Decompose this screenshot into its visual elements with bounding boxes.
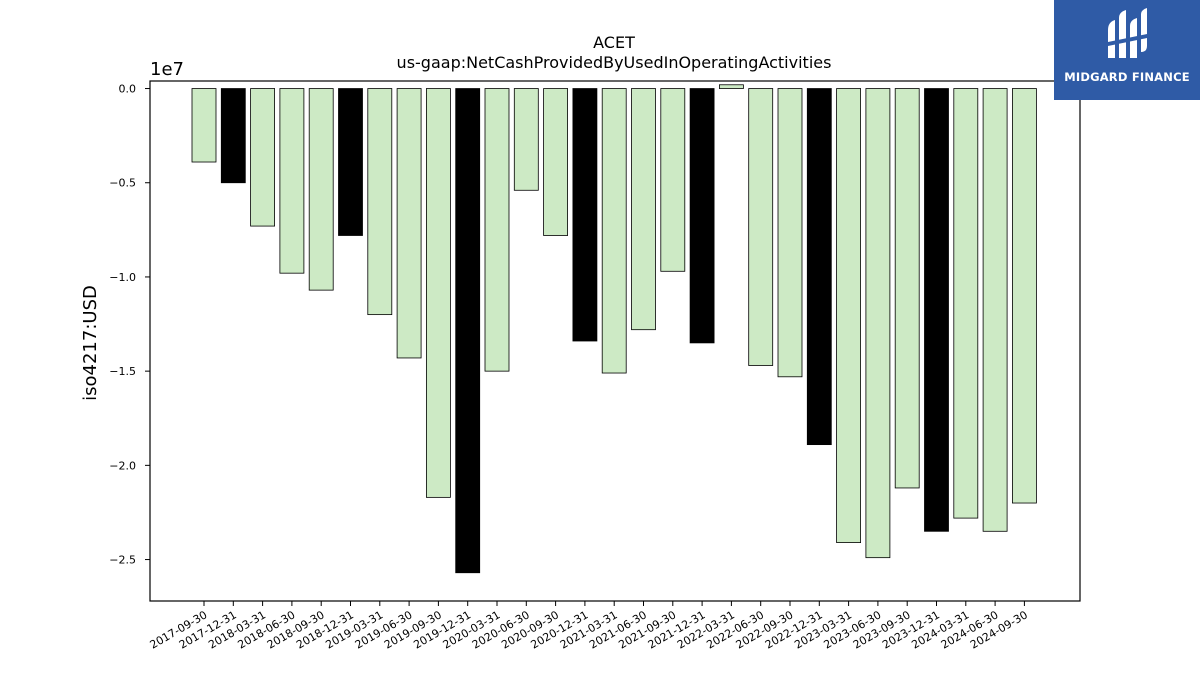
y-axis-label: iso4217:USD	[80, 285, 101, 401]
bar-2017-12-31	[220, 88, 246, 184]
chart-subtitle: us-gaap:NetCashProvidedByUsedInOperating…	[397, 53, 832, 72]
x-ticks-group: 2017-09-302017-12-312018-03-312018-06-30…	[148, 601, 1030, 652]
y-exponent-label: 1e7	[150, 59, 184, 80]
bar-2022-06-30	[748, 88, 774, 366]
bar-2019-06-30	[396, 88, 422, 359]
plot-frame	[149, 80, 1081, 602]
bar-2017-09-30	[191, 88, 217, 163]
midgard-logo-icon	[1108, 8, 1147, 58]
bar-2020-12-31	[572, 88, 598, 342]
bar-2019-03-31	[367, 88, 393, 316]
bar-2021-12-31	[689, 88, 715, 344]
bar-2022-03-31	[719, 84, 744, 89]
logo-text: MIDGARD FINANCE	[1064, 70, 1190, 84]
bar-2021-03-31	[601, 88, 627, 374]
bar-2023-12-31	[924, 88, 949, 532]
bar-2021-06-30	[631, 88, 656, 331]
chart-title: ACET	[593, 33, 635, 52]
bar-2023-03-31	[836, 88, 861, 543]
bar-2019-09-30	[425, 88, 451, 498]
y-tick-label: −1.0	[109, 271, 136, 284]
midgard-finance-logo: MIDGARD FINANCE	[1054, 0, 1200, 100]
bar-2023-06-30	[865, 88, 891, 559]
bar-2018-06-30	[279, 88, 305, 274]
bar-2024-06-30	[982, 88, 1008, 532]
bar-2018-09-30	[308, 88, 334, 291]
y-tick-label: 0.0	[119, 83, 137, 96]
y-tick-label: −2.0	[109, 459, 136, 472]
bar-2018-03-31	[250, 88, 276, 227]
bar-2021-09-30	[660, 88, 686, 272]
bar-2020-06-30	[513, 88, 539, 191]
bar-2023-09-30	[894, 88, 920, 489]
y-tick-label: −2.5	[109, 554, 136, 567]
bars-group	[191, 84, 1037, 574]
y-tick-label: −1.5	[109, 365, 136, 378]
bar-2019-12-31	[455, 88, 481, 574]
bar-2020-09-30	[543, 88, 568, 236]
bar-2020-03-31	[484, 88, 510, 372]
bar-2024-09-30	[1012, 88, 1037, 504]
y-ticks-group: 0.0 −0.5 −1.0 −1.5 −2.0 −2.5	[109, 83, 150, 567]
bar-2022-09-30	[777, 88, 803, 378]
bar-2018-12-31	[338, 88, 363, 236]
bar-2024-03-31	[953, 88, 979, 519]
y-tick-label: −0.5	[109, 177, 136, 190]
bar-2022-12-31	[806, 88, 832, 446]
